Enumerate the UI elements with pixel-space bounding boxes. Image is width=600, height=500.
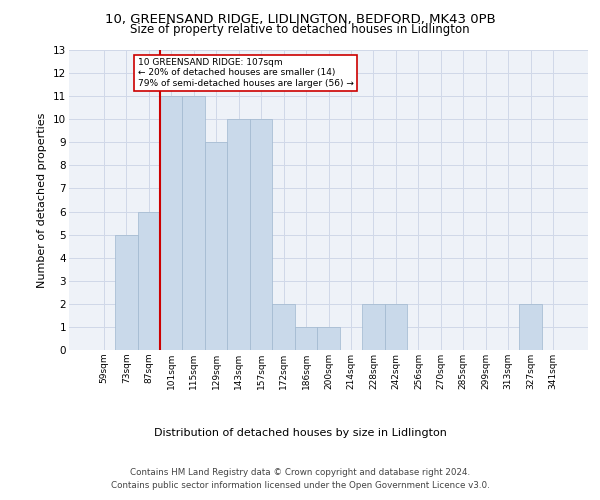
- Bar: [295, 327, 317, 350]
- Text: 10, GREENSAND RIDGE, LIDLINGTON, BEDFORD, MK43 0PB: 10, GREENSAND RIDGE, LIDLINGTON, BEDFORD…: [104, 12, 496, 26]
- Bar: [227, 119, 250, 350]
- Bar: [160, 96, 182, 350]
- Bar: [250, 119, 272, 350]
- Bar: [520, 304, 542, 350]
- Bar: [317, 327, 340, 350]
- Bar: [385, 304, 407, 350]
- Text: Contains public sector information licensed under the Open Government Licence v3: Contains public sector information licen…: [110, 480, 490, 490]
- Text: Distribution of detached houses by size in Lidlington: Distribution of detached houses by size …: [154, 428, 446, 438]
- Text: Contains HM Land Registry data © Crown copyright and database right 2024.: Contains HM Land Registry data © Crown c…: [130, 468, 470, 477]
- Bar: [182, 96, 205, 350]
- Bar: [362, 304, 385, 350]
- Text: 10 GREENSAND RIDGE: 107sqm
← 20% of detached houses are smaller (14)
79% of semi: 10 GREENSAND RIDGE: 107sqm ← 20% of deta…: [137, 58, 353, 88]
- Text: Size of property relative to detached houses in Lidlington: Size of property relative to detached ho…: [130, 22, 470, 36]
- Y-axis label: Number of detached properties: Number of detached properties: [37, 112, 47, 288]
- Bar: [272, 304, 295, 350]
- Bar: [115, 234, 137, 350]
- Bar: [137, 212, 160, 350]
- Bar: [205, 142, 227, 350]
